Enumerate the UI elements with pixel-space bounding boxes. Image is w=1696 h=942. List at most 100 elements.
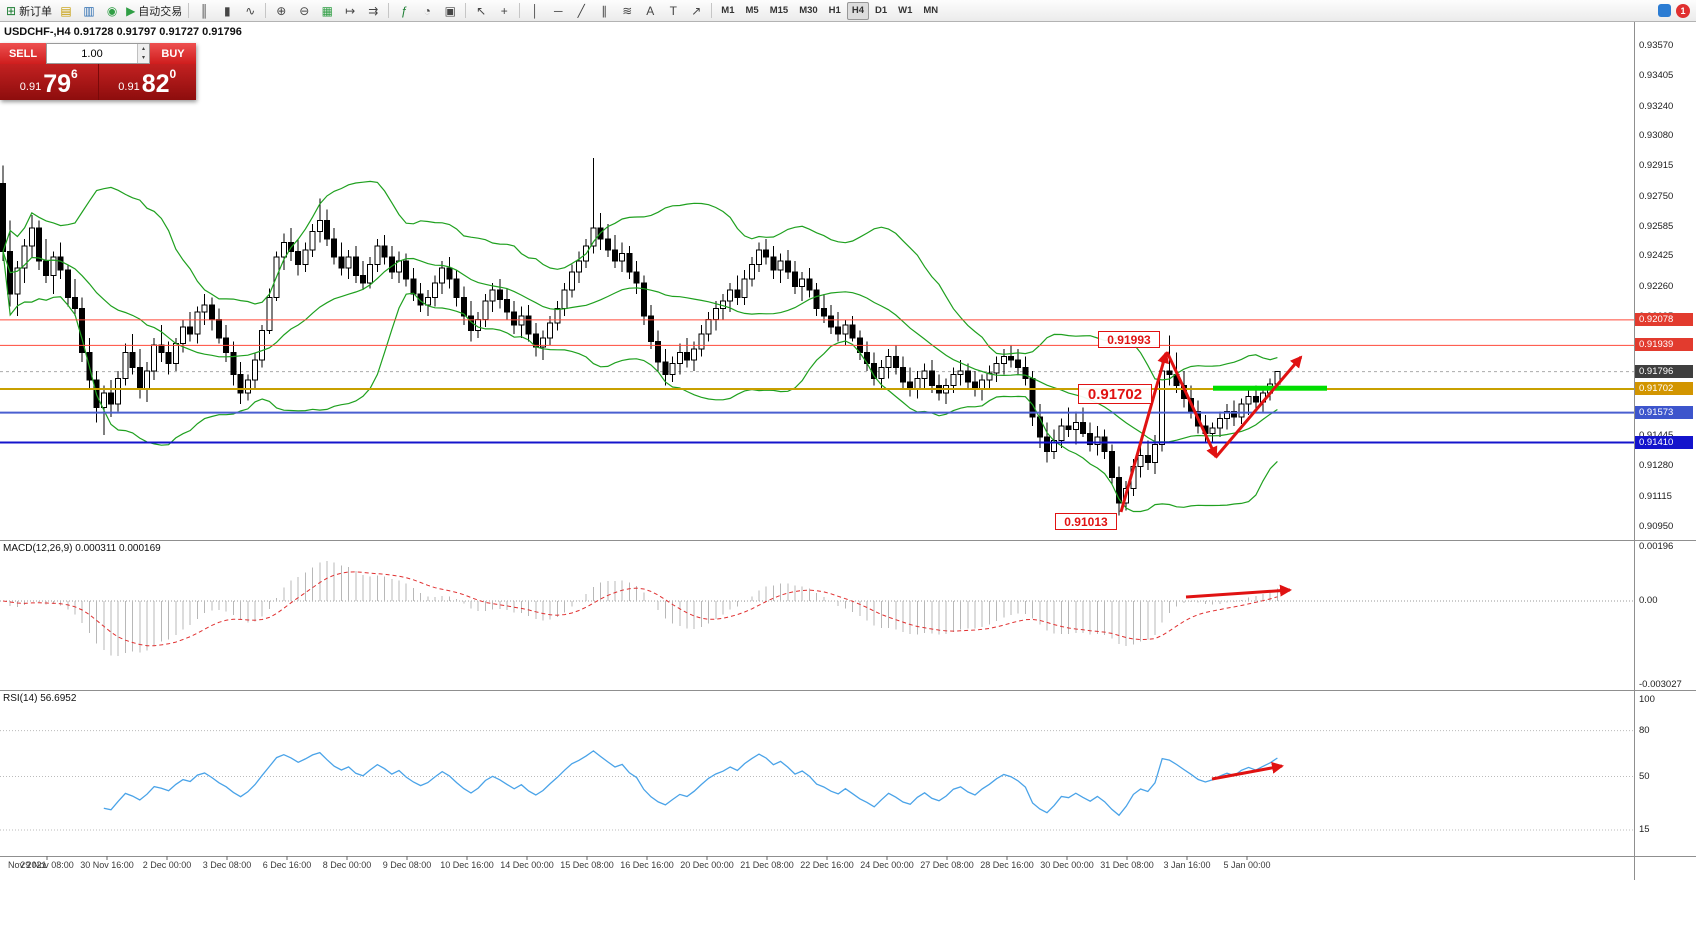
sell-price-big: 79 bbox=[43, 70, 72, 98]
auto-scroll-button[interactable]: ↦ bbox=[339, 2, 361, 20]
toolbar-separator bbox=[519, 3, 521, 18]
price-label-0.91796: 0.91796 bbox=[1635, 364, 1693, 378]
horizontal-line-button[interactable]: ─ bbox=[547, 2, 569, 20]
cursor-icon: ↖ bbox=[476, 3, 487, 18]
time-label: 30 Dec 00:00 bbox=[1040, 860, 1094, 870]
market-watch-button[interactable]: ▤ bbox=[55, 2, 77, 20]
crosshair-button[interactable]: + bbox=[493, 2, 515, 20]
time-label: 24 Dec 00:00 bbox=[860, 860, 914, 870]
fibonacci-button[interactable]: ≋ bbox=[616, 2, 638, 20]
new-order-label: 新订单 bbox=[19, 5, 53, 18]
timeframe-D1-button[interactable]: D1 bbox=[874, 5, 888, 16]
timeframe-M15-button[interactable]: M15 bbox=[769, 5, 789, 16]
templates-button[interactable]: ▣ bbox=[439, 2, 461, 20]
price-label-0.91702: 0.91702 bbox=[1635, 381, 1693, 395]
one-click-trading-widget: SELL ▴ ▾ BUY 0.91 79 6 0.91 82 0 bbox=[0, 43, 196, 100]
timeframe-W1-button[interactable]: W1 bbox=[898, 5, 913, 16]
navigator-icon: ◉ bbox=[106, 3, 118, 18]
periods-icon: ◔ bbox=[423, 3, 431, 18]
arrows-tool-button[interactable]: ↗ bbox=[685, 2, 707, 20]
zoom-in-button[interactable]: ⊕ bbox=[270, 2, 292, 20]
vertical-line-icon: │ bbox=[531, 3, 540, 18]
zoom-in-icon: ⊕ bbox=[276, 3, 287, 18]
sell-price[interactable]: 0.91 79 6 bbox=[0, 64, 98, 100]
zoom-out-icon: ⊖ bbox=[299, 3, 310, 18]
timeframe-H4-button[interactable]: H4 bbox=[846, 1, 869, 20]
chart-shift-button[interactable]: ⇉ bbox=[362, 2, 384, 20]
price-tick: 0.93080 bbox=[1639, 129, 1674, 141]
volume-down-button[interactable]: ▾ bbox=[138, 53, 149, 63]
line-chart-button[interactable]: ∿ bbox=[239, 2, 261, 20]
buy-price-pip: 0 bbox=[169, 67, 177, 81]
pullback-down-arrow[interactable] bbox=[1165, 351, 1218, 459]
time-label: 14 Dec 00:00 bbox=[500, 860, 554, 870]
support-zone[interactable] bbox=[1213, 385, 1327, 391]
rsi-trend-arrow[interactable] bbox=[1211, 761, 1284, 781]
text-label-icon: T bbox=[669, 3, 677, 18]
sell-button[interactable]: SELL bbox=[0, 43, 46, 64]
notification-badge[interactable]: 1 bbox=[1676, 3, 1690, 18]
auto-trading-label: 自动交易 bbox=[138, 5, 183, 18]
macd-indicator-label: MACD(12,26,9) 0.000311 0.000169 bbox=[3, 543, 161, 554]
sell-price-prefix: 0.91 bbox=[19, 81, 42, 93]
crosshair-icon: + bbox=[500, 3, 508, 18]
price-tick: 0.92915 bbox=[1639, 160, 1674, 172]
auto-trading-button[interactable]: ▶ 自动交易 bbox=[124, 2, 184, 20]
buy-price[interactable]: 0.91 82 0 bbox=[99, 64, 197, 100]
volume-input[interactable] bbox=[47, 44, 138, 63]
toolbar: ⊞ 新订单 ▤ ▥ ◉ ▶ 自动交易 ║ ▮ ∿ ⊕ ⊖ ▦ ↦ ⇉ ƒ ◔ ▣ ↖ + │ ─ ╱ ∥ ≋ A T ↗ M1 M5 M15… bbox=[0, 0, 1696, 22]
timeframe-M5-button[interactable]: M5 bbox=[745, 5, 759, 16]
high-price-label[interactable]: 0.91993 bbox=[1098, 331, 1160, 348]
macd-axis-label: -0.003027 bbox=[1639, 679, 1682, 691]
indicators-button[interactable]: ƒ bbox=[393, 2, 415, 20]
new-order-icon: ⊞ bbox=[6, 3, 17, 18]
timeframe-M1-button[interactable]: M1 bbox=[721, 5, 735, 16]
new-order-button[interactable]: ⊞ 新订单 bbox=[4, 2, 54, 20]
text-label-button[interactable]: T bbox=[662, 2, 684, 20]
buy-button[interactable]: BUY bbox=[150, 43, 196, 64]
market-watch-icon: ▤ bbox=[60, 3, 72, 18]
toolbar-separator bbox=[265, 3, 267, 18]
time-label: 6 Dec 16:00 bbox=[262, 860, 312, 870]
trendline-button[interactable]: ╱ bbox=[570, 2, 592, 20]
fibonacci-icon: ≋ bbox=[622, 3, 633, 18]
timeframe-H1-button[interactable]: H1 bbox=[828, 5, 841, 16]
zoom-out-button[interactable]: ⊖ bbox=[293, 2, 315, 20]
timeframe-M30-button[interactable]: M30 bbox=[799, 5, 818, 16]
rsi-axis-label: 80 bbox=[1639, 724, 1650, 736]
time-label: 31 Dec 08:00 bbox=[1100, 860, 1154, 870]
timeframe-MN-button[interactable]: MN bbox=[923, 5, 939, 16]
navigator-button[interactable]: ◉ bbox=[101, 2, 123, 20]
bar-chart-button[interactable]: ║ bbox=[193, 2, 215, 20]
support-price-label[interactable]: 0.91702 bbox=[1078, 384, 1152, 404]
tile-windows-icon: ▦ bbox=[321, 3, 333, 18]
time-label: 29 Nov 08:00 bbox=[20, 860, 74, 870]
volume-up-button[interactable]: ▴ bbox=[138, 44, 149, 54]
macd-axis-label: 0.00196 bbox=[1639, 540, 1674, 552]
toolbar-separator bbox=[465, 3, 467, 18]
cursor-button[interactable]: ↖ bbox=[470, 2, 492, 20]
projection-up-arrow[interactable] bbox=[1214, 355, 1303, 458]
community-icon[interactable] bbox=[1658, 4, 1671, 17]
arrows-tool-icon: ↗ bbox=[691, 3, 702, 18]
low-price-label[interactable]: 0.91013 bbox=[1055, 513, 1117, 530]
volume-field: ▴ ▾ bbox=[46, 43, 150, 64]
periods-button[interactable]: ◔ bbox=[416, 2, 438, 20]
price-label-0.91573: 0.91573 bbox=[1635, 405, 1693, 419]
data-window-button[interactable]: ▥ bbox=[78, 2, 100, 20]
line-chart-icon: ∿ bbox=[245, 3, 256, 18]
price-label-0.91939: 0.91939 bbox=[1635, 338, 1693, 352]
channel-button[interactable]: ∥ bbox=[593, 2, 615, 20]
tile-windows-button[interactable]: ▦ bbox=[316, 2, 338, 20]
time-label: 3 Dec 08:00 bbox=[202, 860, 252, 870]
impulse-up-arrow[interactable] bbox=[1119, 351, 1170, 513]
vertical-line-button[interactable]: │ bbox=[524, 2, 546, 20]
macd-trend-arrow[interactable] bbox=[1185, 584, 1292, 599]
text-button[interactable]: A bbox=[639, 2, 661, 20]
candle-chart-button[interactable]: ▮ bbox=[216, 2, 238, 20]
sell-price-pip: 6 bbox=[71, 67, 78, 81]
